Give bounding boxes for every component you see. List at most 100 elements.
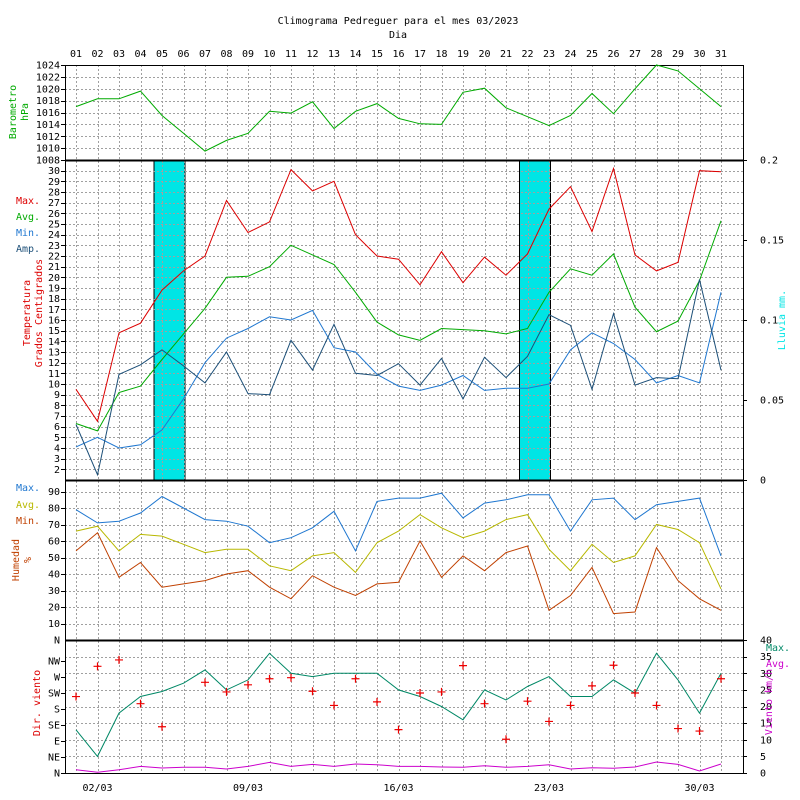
- y-axis-title-humidity: Humedad: [11, 539, 22, 581]
- y-tick-label: 70: [48, 520, 60, 531]
- wind-direction-point: [308, 687, 317, 696]
- y2-tick-label: 40: [760, 636, 772, 647]
- pressure-line: [75, 64, 722, 152]
- y-tick-label: 14: [48, 337, 60, 348]
- wind-direction-point: [523, 697, 532, 706]
- x-tick-label: 04: [134, 49, 146, 60]
- wind-direction-point: [394, 725, 403, 734]
- x-tick-label: 29: [672, 49, 684, 60]
- y-tick-label: 15: [48, 326, 60, 337]
- x-tick-label: 16: [392, 49, 404, 60]
- x-tick-label: 27: [629, 49, 641, 60]
- y2-tick-label: 5: [760, 752, 766, 763]
- x-tick-label: 02: [91, 49, 103, 60]
- legend-temp-min: Min.: [16, 228, 40, 239]
- y2-tick-label: 0.15: [760, 236, 784, 247]
- x-tick-label: 21: [500, 49, 512, 60]
- y-tick-label: S: [54, 705, 60, 716]
- y-tick-label: 28: [48, 188, 60, 199]
- wind-direction-point: [502, 735, 510, 744]
- chart-title: Climograma Pedreguer para el mes 03/2023: [278, 16, 519, 27]
- y-tick-label: 10: [48, 380, 60, 391]
- x-tick-label: 01: [70, 49, 82, 60]
- y-tick-label: 4: [54, 444, 60, 455]
- y-tick-label: 11: [48, 369, 60, 380]
- y-tick-label: 19: [48, 284, 60, 295]
- wind-direction-point: [72, 692, 80, 701]
- x-tick-label: 24: [564, 49, 576, 60]
- y2-tick-label: 30: [760, 669, 772, 680]
- wind-direction-point: [201, 678, 209, 687]
- chart-subtitle: Dia: [389, 30, 407, 41]
- y2-axis-title-rain: Lluvia mm.: [777, 290, 788, 350]
- x-tick-label: 17: [414, 49, 426, 60]
- x-date-label: 16/03: [383, 783, 413, 794]
- x-tick-label: 22: [521, 49, 533, 60]
- y-tick-label: NW: [48, 657, 61, 668]
- x-tick-label: 25: [586, 49, 598, 60]
- y2-tick-label: 0: [760, 476, 766, 487]
- legend-humidity-min: Min.: [16, 516, 40, 527]
- y-tick-label: 5: [54, 433, 60, 444]
- y-tick-label: E: [54, 737, 60, 748]
- y2-tick-label: 35: [760, 652, 772, 663]
- y-tick-label: 18: [48, 294, 60, 305]
- x-date-label: 23/03: [534, 783, 564, 794]
- wind-direction-point: [136, 699, 145, 708]
- x-tick-label: 07: [199, 49, 211, 60]
- legend-humidity-max: Max.: [16, 483, 40, 494]
- y2-tick-label: 0.05: [760, 396, 784, 407]
- y-tick-label: 40: [48, 570, 60, 581]
- x-tick-label: 18: [435, 49, 447, 60]
- x-tick-label: 26: [607, 49, 619, 60]
- y-tick-label: N: [54, 769, 60, 780]
- wind-direction-point: [244, 680, 252, 689]
- wind-direction-point: [674, 724, 682, 733]
- x-date-label: 30/03: [684, 783, 714, 794]
- x-tick-label: 10: [263, 49, 275, 60]
- y-axis-title-pressure: Barometro: [8, 85, 19, 139]
- y-tick-label: 16: [48, 316, 60, 327]
- y-tick-label: 29: [48, 177, 60, 188]
- wind-direction-point: [373, 697, 381, 706]
- y-tick-label: N: [54, 636, 60, 647]
- wind-direction-point: [437, 687, 446, 696]
- y-tick-label: NE: [48, 753, 60, 764]
- humidity-max-line: [75, 492, 722, 557]
- x-tick-label: 11: [285, 49, 297, 60]
- temp-avg-line: [75, 220, 722, 432]
- x-tick-label: 30: [693, 49, 705, 60]
- y-axis-title-humidity-unit: %: [23, 557, 34, 563]
- wind-max-line: [75, 652, 722, 758]
- y-tick-label: SW: [48, 689, 61, 700]
- y-axis-title-temp: Temperatura: [22, 280, 33, 346]
- wind-direction-point: [545, 717, 553, 726]
- wind-direction-point: [631, 689, 639, 697]
- wind-direction-point: [652, 701, 661, 710]
- y-tick-label: SE: [48, 721, 60, 732]
- x-tick-label: 13: [328, 49, 340, 60]
- y-tick-label: 1018: [36, 96, 60, 107]
- y-tick-label: 1022: [36, 72, 60, 83]
- x-tick-label: 31: [715, 49, 727, 60]
- y-tick-label: 1020: [36, 84, 60, 95]
- y2-tick-label: 15: [760, 719, 772, 730]
- y-tick-label: 17: [48, 305, 60, 316]
- y-tick-label: 27: [48, 198, 60, 209]
- y-tick-label: 2: [54, 465, 60, 476]
- y-tick-label: W: [54, 673, 61, 684]
- y-tick-label: 26: [48, 209, 60, 220]
- wind-direction-point: [717, 674, 725, 683]
- y2-tick-label: 0.2: [760, 156, 778, 167]
- y-tick-label: 30: [48, 586, 60, 597]
- wind-direction-point: [115, 655, 123, 664]
- y-tick-label: 90: [48, 487, 60, 498]
- y-tick-label: 50: [48, 553, 60, 564]
- x-tick-label: 20: [478, 49, 490, 60]
- wind-direction-point: [480, 699, 489, 708]
- legend-wind-avg: Avg.: [766, 659, 790, 670]
- y-tick-label: 23: [48, 241, 60, 252]
- wind-direction-point: [609, 661, 618, 670]
- y-tick-label: 1014: [36, 120, 60, 131]
